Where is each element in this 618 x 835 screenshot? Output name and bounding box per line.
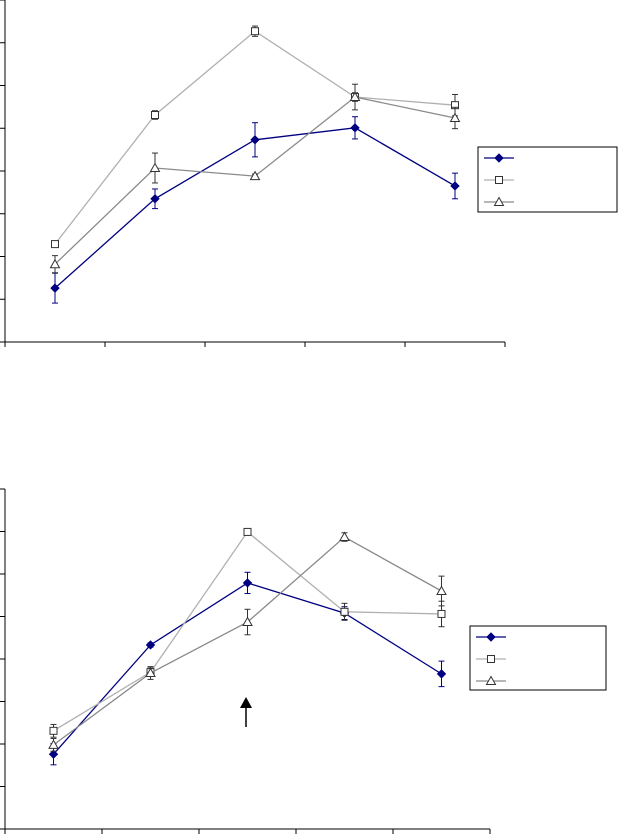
- marker: [437, 609, 446, 618]
- marker: [251, 27, 259, 36]
- legend-marker: [487, 655, 495, 663]
- series-line: [54, 96, 456, 265]
- marker: [51, 240, 59, 249]
- legend-marker: [495, 176, 503, 184]
- chart: [0, 488, 607, 834]
- legend-marker: [494, 153, 504, 163]
- marker: [48, 739, 59, 749]
- arrow: [240, 697, 252, 727]
- marker: [339, 531, 350, 542]
- marker: [149, 162, 161, 173]
- marker: [145, 640, 156, 650]
- marker: [340, 607, 349, 616]
- legend-marker: [486, 632, 496, 642]
- marker: [50, 283, 60, 293]
- marker: [436, 585, 447, 595]
- marker: [449, 112, 461, 122]
- arrow-head: [240, 697, 252, 708]
- series-line: [53, 582, 442, 755]
- legend-marker: [493, 196, 505, 206]
- marker: [250, 135, 260, 145]
- marker: [242, 616, 253, 627]
- marker: [151, 110, 159, 119]
- legend-marker: [485, 675, 497, 685]
- series-line: [53, 536, 442, 746]
- marker: [49, 726, 58, 735]
- marker: [436, 669, 447, 679]
- marker: [49, 258, 61, 269]
- marker: [243, 527, 252, 536]
- marker: [150, 194, 160, 204]
- marker: [242, 578, 253, 588]
- marker: [249, 170, 261, 181]
- marker: [349, 91, 361, 102]
- marker: [350, 123, 360, 133]
- chart: [0, 0, 618, 347]
- marker: [48, 749, 59, 759]
- marker: [450, 181, 460, 191]
- marker: [145, 667, 156, 678]
